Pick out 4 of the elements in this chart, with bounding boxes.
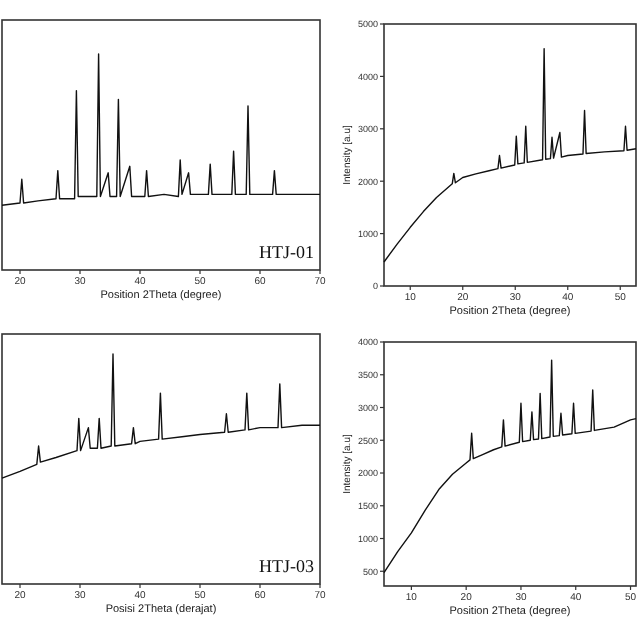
line-series	[383, 47, 637, 263]
annotation: HTJ-03	[259, 556, 315, 576]
annotation: HTJ-01	[259, 242, 314, 262]
line-series	[383, 359, 637, 574]
